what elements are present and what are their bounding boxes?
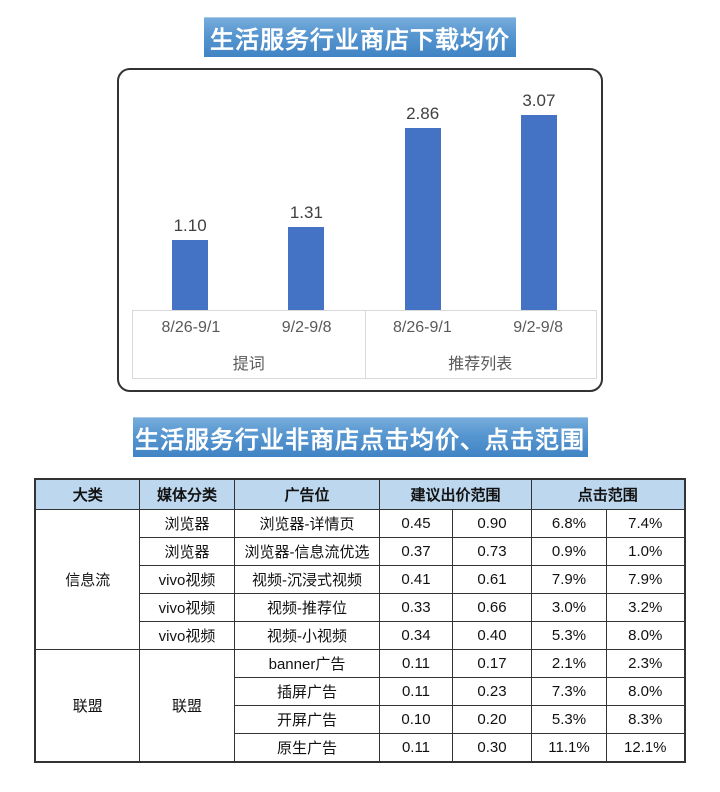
axis-groups-row: 提词 推荐列表 — [133, 345, 596, 378]
ctr-min-cell: 7.3% — [531, 677, 607, 706]
table-header: 大类 媒体分类 广告位 建议出价范围 点击范围 — [34, 478, 686, 510]
axis-date-label: 8/26-9/1 — [161, 319, 221, 337]
ctr-min-cell: 7.9% — [531, 565, 607, 594]
bar-slot: 1.10 — [132, 216, 248, 310]
chart-title: 生活服务行业商店下载均价 — [210, 26, 510, 54]
ctr-max-cell: 7.4% — [605, 509, 686, 538]
ctr-min-cell: 2.1% — [531, 649, 607, 678]
media-cell: vivo视频 — [138, 593, 235, 622]
ad-slot-cell: 原生广告 — [233, 733, 380, 763]
chart-bar — [404, 128, 441, 310]
chart-title-banner: 生活服务行业商店下载均价 — [204, 17, 516, 57]
ad-slot-cell: 开屏广告 — [233, 705, 380, 734]
column-header: 媒体分类 — [138, 478, 235, 510]
ctr-min-cell: 5.3% — [531, 621, 607, 650]
table-row: 原生广告 0.11 0.30 11.1% 12.1% — [35, 733, 686, 763]
page: 生活服务行业商店下载均价 1.10 1.31 2.86 3.07 8/26-9/1 9/… — [0, 17, 720, 763]
table-row: 开屏广告 0.10 0.20 5.3% 8.3% — [35, 705, 686, 734]
table-body: 信息流 浏览器 浏览器-详情页 0.45 0.90 6.8% 7.4% 浏览器 浏览器-信息流优… — [34, 509, 686, 763]
column-header: 大类 — [34, 478, 140, 510]
chart-bar — [520, 115, 557, 310]
column-header: 广告位 — [233, 478, 380, 510]
ctr-max-cell: 8.0% — [605, 621, 686, 650]
ad-slot-cell: 浏览器-信息流优选 — [233, 537, 380, 566]
axis-date-label: 9/2-9/8 — [281, 319, 332, 337]
media-cell: vivo视频 — [138, 565, 235, 594]
bid-max-cell: 0.73 — [451, 537, 533, 566]
bid-min-cell: 0.11 — [378, 733, 453, 763]
ctr-min-cell: 3.0% — [531, 593, 607, 622]
bid-max-cell: 0.20 — [451, 705, 533, 734]
bar-value-label: 1.10 — [173, 216, 207, 235]
axis-date-label: 9/2-9/8 — [513, 319, 564, 337]
bid-max-cell: 0.40 — [451, 621, 533, 650]
category-cell: 联盟 — [34, 649, 140, 763]
ctr-max-cell: 3.2% — [605, 593, 686, 622]
table-title-banner: 生活服务行业非商店点击均价、点击范围 — [132, 417, 588, 457]
ctr-max-cell: 8.3% — [605, 705, 686, 734]
bar-value-label: 3.07 — [522, 91, 556, 110]
axis-group-label: 提词 — [232, 355, 265, 373]
bid-max-cell: 0.17 — [451, 649, 533, 678]
axis-dates-row: 8/26-9/1 9/2-9/8 8/26-9/1 9/2-9/8 — [133, 311, 596, 345]
bar-value-label: 1.31 — [289, 203, 323, 222]
ad-slot-cell: 视频-推荐位 — [233, 593, 380, 622]
chart-plot-area: 1.10 1.31 2.86 3.07 — [132, 80, 597, 310]
ctr-min-cell: 6.8% — [531, 509, 607, 538]
ctr-min-cell: 5.3% — [531, 705, 607, 734]
bid-min-cell: 0.33 — [378, 593, 453, 622]
bid-min-cell: 0.10 — [378, 705, 453, 734]
ad-slot-cell: 视频-小视频 — [233, 621, 380, 650]
table-row: 插屏广告 0.11 0.23 7.3% 8.0% — [35, 677, 686, 706]
chart-bar — [288, 227, 325, 310]
bar-slot: 2.86 — [365, 104, 481, 310]
column-header: 点击范围 — [530, 478, 686, 510]
axis-group-label: 推荐列表 — [448, 355, 513, 373]
ctr-min-cell: 11.1% — [531, 733, 607, 763]
media-cell: vivo视频 — [138, 621, 235, 650]
table-title: 生活服务行业非商店点击均价、点击范围 — [135, 426, 585, 454]
bar-slot: 3.07 — [481, 91, 597, 310]
ad-slot-cell: banner广告 — [233, 649, 380, 678]
column-header: 建议出价范围 — [378, 478, 533, 510]
media-cell: 浏览器 — [138, 537, 235, 566]
axis-group-divider — [364, 311, 366, 378]
chart-bar — [172, 240, 209, 310]
media-cell: 联盟 — [138, 649, 235, 763]
ad-slot-cell: 视频-沉浸式视频 — [233, 565, 380, 594]
ad-slot-cell: 插屏广告 — [233, 677, 380, 706]
bid-min-cell: 0.34 — [378, 621, 453, 650]
bid-max-cell: 0.61 — [451, 565, 533, 594]
bar-value-label: 2.86 — [406, 104, 440, 123]
bid-max-cell: 0.23 — [451, 677, 533, 706]
table-row: 联盟 联盟 banner广告 0.11 0.17 2.1% 2.3% — [34, 649, 686, 763]
bid-min-cell: 0.11 — [378, 649, 453, 678]
ad-slot-cell: 浏览器-详情页 — [233, 509, 380, 538]
table-row: 信息流 浏览器 浏览器-详情页 0.45 0.90 6.8% 7.4% — [34, 509, 686, 650]
bid-max-cell: 0.30 — [451, 733, 533, 763]
bar-slot: 1.31 — [248, 203, 364, 310]
ctr-max-cell: 12.1% — [605, 733, 686, 763]
ctr-max-cell: 8.0% — [605, 677, 686, 706]
category-cell: 信息流 — [34, 509, 140, 650]
price-range-table: 大类 媒体分类 广告位 建议出价范围 点击范围 信息流 浏览器 浏览器-详情页 0.45 0.9… — [34, 478, 686, 763]
bid-max-cell: 0.66 — [451, 593, 533, 622]
download-price-bar-chart: 1.10 1.31 2.86 3.07 8/26-9/1 9/2-9/8 8/26-9/1… — [117, 68, 603, 392]
media-cell: 浏览器 — [138, 509, 235, 538]
ctr-max-cell: 2.3% — [605, 649, 686, 678]
bid-min-cell: 0.37 — [378, 537, 453, 566]
ctr-max-cell: 1.0% — [605, 537, 686, 566]
bid-min-cell: 0.45 — [378, 509, 453, 538]
ctr-max-cell: 7.9% — [605, 565, 686, 594]
chart-axis-box: 8/26-9/1 9/2-9/8 8/26-9/1 9/2-9/8 提词 推荐列表 — [132, 310, 597, 379]
bid-min-cell: 0.11 — [378, 677, 453, 706]
bid-min-cell: 0.41 — [378, 565, 453, 594]
bid-max-cell: 0.90 — [451, 509, 533, 538]
ctr-min-cell: 0.9% — [531, 537, 607, 566]
axis-date-label: 8/26-9/1 — [393, 319, 452, 337]
table-row: vivo视频 视频-小视频 0.34 0.40 5.3% 8.0% — [35, 621, 686, 650]
